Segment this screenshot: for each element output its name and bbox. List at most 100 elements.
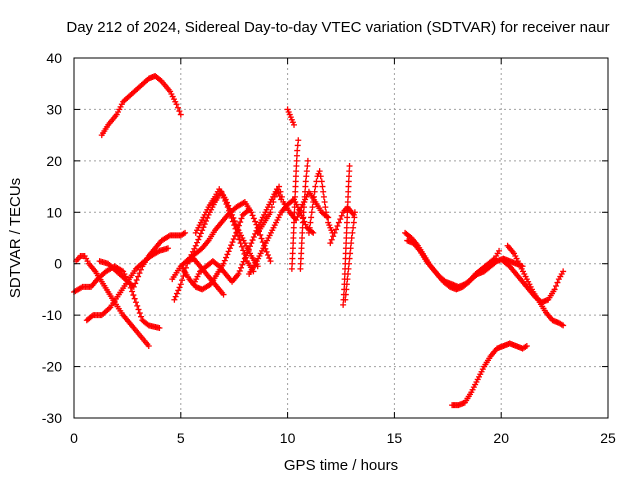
- data-point: [243, 252, 250, 259]
- data-point: [266, 255, 273, 262]
- data-point: [346, 163, 353, 169]
- data-point: [129, 288, 136, 295]
- data-point: [343, 240, 350, 247]
- data-point: [334, 223, 341, 229]
- data-point: [240, 258, 247, 265]
- series-arc-4: [83, 245, 171, 324]
- data-point: [171, 296, 178, 303]
- x-tick-label: 25: [600, 430, 616, 446]
- data-point: [343, 235, 350, 241]
- y-axis-label: SDTVAR / TECUs: [7, 178, 24, 298]
- data-point: [248, 240, 255, 247]
- data-point: [228, 242, 235, 249]
- series-spike-5: [342, 209, 358, 303]
- data-point: [340, 301, 347, 308]
- data-point: [343, 224, 350, 231]
- data-point: [232, 221, 239, 228]
- data-point: [132, 280, 139, 287]
- series-arc-11: [184, 255, 227, 298]
- data-point: [232, 232, 239, 239]
- data-point: [523, 343, 530, 349]
- data-point: [289, 255, 296, 262]
- data-point: [291, 121, 298, 128]
- data-point: [312, 183, 319, 190]
- data-point: [351, 214, 358, 221]
- data-point: [560, 322, 567, 329]
- data-point: [263, 248, 270, 255]
- data-point: [308, 214, 315, 221]
- data-point: [554, 279, 561, 286]
- data-point: [298, 240, 305, 247]
- data-point: [134, 302, 141, 309]
- data-point: [304, 157, 311, 164]
- data-point: [347, 250, 354, 257]
- data-point: [176, 284, 183, 291]
- y-tick-label: 0: [54, 256, 62, 272]
- data-point: [194, 239, 201, 246]
- data-point: [344, 204, 351, 211]
- data-point: [295, 137, 302, 144]
- data-point: [135, 273, 142, 280]
- chart-title: Day 212 of 2024, Sidereal Day-to-day VTE…: [66, 19, 609, 36]
- data-point: [172, 293, 179, 300]
- data-point: [223, 254, 230, 261]
- data-point: [173, 101, 180, 108]
- data-point: [343, 286, 350, 293]
- y-tick-label: 20: [46, 153, 62, 169]
- data-point: [238, 264, 245, 271]
- data-point: [289, 250, 296, 257]
- data-point: [246, 206, 253, 213]
- data-point: [239, 261, 246, 268]
- data-point: [244, 249, 251, 256]
- data-point: [320, 193, 327, 200]
- data-point: [221, 257, 228, 264]
- data-point: [299, 235, 306, 241]
- data-point: [298, 250, 305, 257]
- data-point: [292, 193, 299, 200]
- data-point: [348, 240, 355, 247]
- data-point: [131, 295, 138, 302]
- data-point: [346, 173, 353, 180]
- data-point: [318, 178, 325, 185]
- data-point: [293, 163, 300, 169]
- data-point: [240, 247, 247, 254]
- data-point: [245, 246, 252, 253]
- data-point: [289, 245, 296, 252]
- data-point: [299, 229, 306, 236]
- data-point: [179, 277, 186, 284]
- data-point: [192, 242, 199, 249]
- data-point: [316, 168, 323, 175]
- data-point: [290, 235, 297, 241]
- data-point: [234, 224, 241, 231]
- data-point: [350, 224, 357, 231]
- data-point: [300, 209, 307, 216]
- data-point: [290, 229, 297, 236]
- data-point: [351, 209, 358, 216]
- data-point: [201, 221, 208, 228]
- data-point: [301, 193, 308, 200]
- data-point: [291, 219, 298, 226]
- data-point: [292, 188, 299, 195]
- data-point: [244, 207, 251, 214]
- data-point: [252, 218, 259, 225]
- data-point: [222, 196, 229, 203]
- data-point: [553, 283, 560, 289]
- data-point: [241, 255, 248, 262]
- data-point: [249, 212, 256, 219]
- data-point: [302, 178, 309, 185]
- y-tick-label: -30: [42, 410, 62, 426]
- data-point: [220, 291, 227, 298]
- data-point: [264, 251, 271, 258]
- data-point: [225, 202, 232, 209]
- data-point: [267, 209, 274, 216]
- data-point: [176, 108, 183, 115]
- data-point: [328, 236, 335, 243]
- data-point: [347, 245, 354, 252]
- series-arc-5: [96, 229, 189, 290]
- data-point: [348, 235, 355, 241]
- x-tick-label: 5: [177, 430, 185, 446]
- data-point: [137, 266, 144, 273]
- data-point: [303, 168, 310, 175]
- data-series: [71, 73, 567, 409]
